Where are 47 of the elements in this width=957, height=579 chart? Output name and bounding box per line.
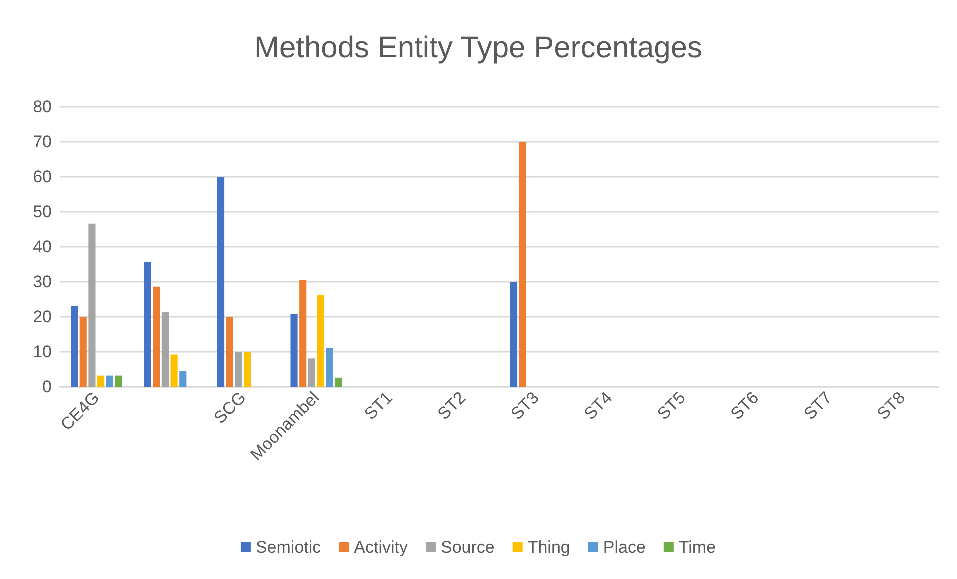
bar [334, 378, 342, 387]
y-tick-label: 20 [33, 308, 52, 326]
y-tick-label: 50 [33, 202, 52, 222]
bar [88, 224, 96, 387]
bar [170, 354, 178, 387]
legend-label: Source [440, 538, 495, 557]
legend-label: Thing [528, 538, 570, 557]
bar [308, 358, 316, 387]
x-tick-label: ST3 [507, 388, 543, 424]
bar [180, 371, 187, 387]
x-tick-label: ST8 [874, 388, 910, 424]
bar [326, 348, 334, 387]
bar [300, 280, 307, 387]
x-tick-label: ST5 [654, 388, 690, 424]
bar [226, 317, 234, 387]
x-tick-label: ST2 [434, 388, 470, 424]
x-tick-label: ST6 [727, 388, 763, 424]
chart-title: Methods Entity Type Percentages [254, 32, 703, 64]
bar [70, 306, 78, 387]
bar [217, 177, 225, 387]
bar [519, 142, 526, 387]
bar [98, 376, 105, 387]
bar [153, 286, 160, 387]
legend-label: Place [603, 538, 646, 557]
y-tick-label: 10 [33, 342, 52, 362]
bar [162, 312, 169, 387]
bar [106, 376, 114, 387]
y-tick-label: 0 [42, 378, 52, 396]
y-tick-label: 80 [33, 98, 52, 116]
x-tick-label: ST1 [360, 388, 396, 424]
legend-label: Activity [354, 538, 408, 557]
bar [80, 317, 87, 387]
bar [510, 282, 518, 387]
y-tick-label: 60 [33, 168, 52, 186]
x-tick-label: ST4 [580, 388, 616, 424]
legend-label: Time [678, 538, 716, 557]
y-tick-label: 70 [33, 132, 52, 152]
legend-label: Semiotic [256, 538, 322, 557]
bar [244, 352, 252, 387]
bar [290, 314, 298, 387]
bar [317, 294, 324, 387]
y-tick-label: 30 [33, 272, 52, 292]
bar [115, 376, 122, 387]
y-tick-label: 40 [33, 238, 52, 256]
bar [235, 352, 242, 387]
x-tick-label: ST7 [800, 388, 836, 424]
bar [144, 262, 152, 387]
